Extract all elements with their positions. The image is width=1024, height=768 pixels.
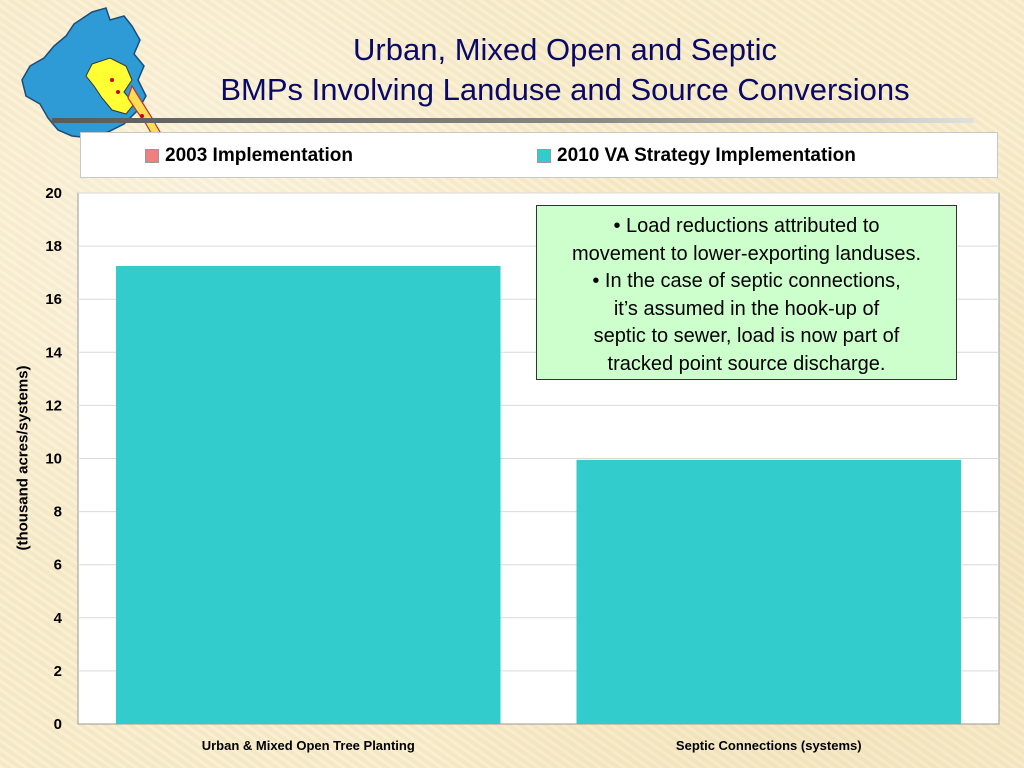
note-line-4: it’s assumed in the hook-up of [613,297,880,320]
chart-legend: 2003 Implementation 2010 VA Strategy Imp… [80,132,998,178]
annotation-box: • Load reductions attributed to movement… [536,205,957,380]
x-tick-labels: Urban & Mixed Open Tree Planting Septic C… [202,738,862,753]
legend-swatch-2003 [145,149,159,163]
title-underline [52,118,974,123]
title-line-2: BMPs Involving Landuse and Source Conver… [220,72,910,107]
bar [115,266,501,724]
legend-item-2003: 2003 Implementation [145,145,353,167]
note-line-6: tracked point source discharge. [607,352,886,375]
y-axis-label: (thousand acres/systems) [14,365,32,551]
watershed-map-logo [21,7,166,144]
y-tick-label: 8 [54,504,62,521]
legend-item-2010: 2010 VA Strategy Implementation [537,145,856,167]
y-tick-label: 6 [54,557,62,574]
virginia-region [85,57,135,115]
y-tick-label: 14 [45,344,62,361]
legend-label-2003: 2003 Implementation [165,145,353,166]
slide-title: Urban, Mixed Open and Septic BMPs Involv… [150,30,980,110]
legend-swatch-2010 [537,149,551,163]
x-tick-label: Septic Connections (systems) [676,738,862,753]
y-tick-label: 2 [54,663,62,680]
bar [576,459,962,724]
note-line-3: • In the case of septic connections, [592,270,901,292]
note-line-5: septic to sewer, load is now part of [593,325,900,347]
note-line-1: • Load reductions attributed to [613,215,880,237]
y-tick-label: 20 [45,185,62,202]
y-tick-label: 0 [54,716,62,733]
legend-label-2010: 2010 VA Strategy Implementation [557,145,856,166]
y-tick-label: 4 [54,610,63,627]
y-tick-labels: 0 2 4 6 8 10 12 14 16 18 20 [45,185,62,733]
bars [115,266,962,724]
note-line-2: movement to lower-exporting landuses. [571,242,922,265]
title-line-1: Urban, Mixed Open and Septic [353,32,777,67]
y-tick-label: 10 [45,451,62,468]
y-tick-label: 12 [45,397,62,414]
y-tick-label: 18 [45,238,62,255]
x-tick-label: Urban & Mixed Open Tree Planting [202,738,415,753]
y-tick-label: 16 [45,291,62,308]
